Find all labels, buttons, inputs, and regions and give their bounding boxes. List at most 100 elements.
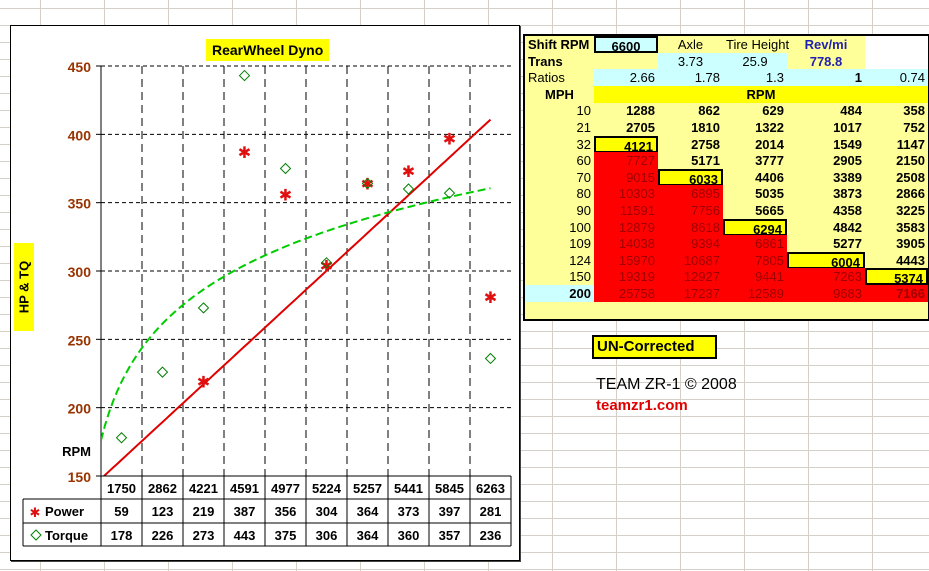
power-point: ✱ (238, 143, 251, 162)
x-category-label: 4591 (230, 481, 259, 496)
mph-value: 32 (576, 136, 591, 152)
rpm-over-shift: 15970 (594, 251, 658, 269)
shift-rpm-input[interactable]: 6600 (594, 36, 658, 54)
x-category-label: 4977 (271, 481, 300, 496)
rpm-over-shift: 9015 (594, 168, 658, 186)
torque-trendline (101, 187, 491, 441)
torque-point (197, 302, 210, 314)
power-point: ✱ (484, 288, 497, 307)
gear-ratio-input[interactable]: 1.3 (723, 69, 787, 87)
x-category-label: 5224 (312, 481, 342, 496)
axle-input[interactable]: 3.73 (658, 52, 723, 70)
rpm-value: 4443 (896, 252, 925, 268)
rpm-value: 484 (840, 103, 862, 119)
rpm-value: 752 (903, 120, 925, 135)
rpm-value: 3873 (833, 186, 862, 202)
power-value: 123 (152, 504, 174, 519)
axle-label: Axle (677, 37, 704, 52)
torque-point (361, 177, 374, 190)
chart-title: RearWheel Dyno (206, 39, 330, 61)
rpm-value: 2905 (833, 153, 862, 169)
y-tick-label: 250 (68, 332, 92, 348)
rpm-over-shift: 9441 (723, 268, 787, 286)
legend-power: Power (45, 504, 84, 519)
rpm-over-shift: 10303 (594, 185, 658, 203)
y-tick-label: 450 (68, 59, 92, 75)
torque-point (484, 352, 497, 365)
gear-rpm-table: Shift RPM 6600 Axle Tire Height Rev/mi Trans 3… (523, 34, 929, 321)
rpm-value: 4842 (833, 219, 862, 235)
rev-mi-value: 778.8 (809, 53, 843, 69)
torque-point (320, 257, 333, 269)
site-link[interactable]: teamzr1.com (596, 397, 688, 414)
rpm-over-shift: 10687 (658, 251, 723, 269)
torque-value: 306 (316, 528, 338, 543)
power-point: ✱ (279, 185, 292, 204)
power-value: 281 (480, 504, 502, 519)
gear-ratio-input[interactable]: 2.66 (594, 69, 658, 87)
mph-value: 70 (576, 169, 591, 185)
power-trendline (102, 118, 492, 476)
torque-value: 236 (480, 528, 502, 543)
legend-torque: Torque (45, 528, 88, 543)
y-axis-label-box: HP & TQ (14, 243, 34, 331)
rpm-value: 4406 (755, 169, 784, 185)
mph-value: 100 (569, 219, 591, 235)
mph-value: 60 (576, 153, 591, 169)
rpm-over-shift: 6861 (723, 235, 787, 253)
mph-header: MPH (545, 86, 574, 102)
mph-value: 21 (576, 120, 591, 135)
rpm-value: 1810 (691, 120, 720, 135)
gear-ratio-input[interactable]: 0.74 (865, 69, 928, 87)
ratios-label: Ratios (528, 70, 565, 86)
torque-point (238, 69, 251, 82)
torque-point (115, 432, 128, 444)
torque-value: 364 (357, 528, 379, 543)
rpm-value: 629 (762, 103, 784, 119)
mph-value: 80 (576, 186, 591, 202)
rpm-shift-point: 6294 (723, 218, 787, 237)
mph-value: 90 (576, 203, 591, 218)
rpm-shift-point: 4121 (594, 135, 658, 154)
tire-height-input[interactable]: 25.9 (723, 52, 787, 70)
rpm-value: 2705 (626, 120, 655, 135)
x-category-label: 2862 (148, 481, 177, 496)
trans-label: Trans (528, 53, 563, 69)
rpm-value: 1288 (626, 103, 655, 119)
rpm-over-shift: 8618 (658, 218, 723, 236)
x-category-label: 5257 (353, 481, 382, 496)
rpm-value: 2508 (896, 169, 925, 185)
power-value: 304 (316, 504, 338, 519)
gear-ratio-input[interactable]: 1 (787, 69, 865, 87)
chart-plot: 150 200 250 300 350 400 450 RPM ✱ ✱ ✱ ✱ ✱ ✱ ✱ ✱ 1750 2862… (22, 59, 512, 547)
rev-mi-label: Rev/mi (804, 37, 848, 52)
rpm-over-shift: 7727 (594, 152, 658, 170)
rpm-over-shift: 14038 (594, 235, 658, 253)
y-tick-label: 200 (68, 401, 92, 417)
y-tick-label: 150 (68, 469, 92, 485)
torque-value: 443 (234, 528, 256, 543)
y-tick-label: 350 (68, 196, 92, 212)
y-tick-label: 300 (68, 264, 92, 280)
power-point: ✱ (402, 162, 415, 181)
empty-cell (865, 52, 928, 70)
dyno-chart: 150 200 250 300 350 400 450 RPM ✱ ✱ ✱ ✱ ✱ ✱ ✱ ✱ 1750 2862… (10, 25, 520, 561)
mph-value: 200 (525, 285, 594, 302)
rpm-value: 5665 (755, 203, 784, 218)
team-credit: TEAM ZR-1 © 2008 (596, 376, 737, 393)
gear-ratio-input[interactable]: 1.78 (658, 69, 723, 87)
rpm-over-shift: 6895 (658, 185, 723, 203)
rpm-over-shift: 12589 (723, 285, 787, 302)
power-value: 364 (357, 504, 379, 519)
torque-point (402, 183, 415, 195)
rpm-over-shift: 7263 (787, 268, 865, 286)
power-point: ✱ (361, 175, 374, 194)
torque-value: 375 (275, 528, 297, 543)
rpm-value: 1549 (833, 136, 862, 152)
torque-point (443, 187, 456, 199)
power-value: 397 (439, 504, 461, 519)
x-category-label: 1750 (107, 481, 136, 496)
rpm-over-shift: 9394 (658, 235, 723, 253)
y-axis-label: HP & TQ (16, 260, 32, 314)
rpm-over-shift: 12927 (658, 268, 723, 286)
